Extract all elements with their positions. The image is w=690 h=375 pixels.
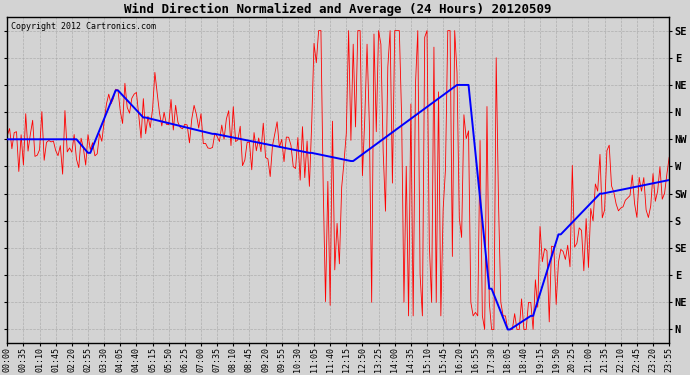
Title: Wind Direction Normalized and Average (24 Hours) 20120509: Wind Direction Normalized and Average (2…: [124, 3, 552, 16]
Text: Copyright 2012 Cartronics.com: Copyright 2012 Cartronics.com: [10, 22, 155, 31]
